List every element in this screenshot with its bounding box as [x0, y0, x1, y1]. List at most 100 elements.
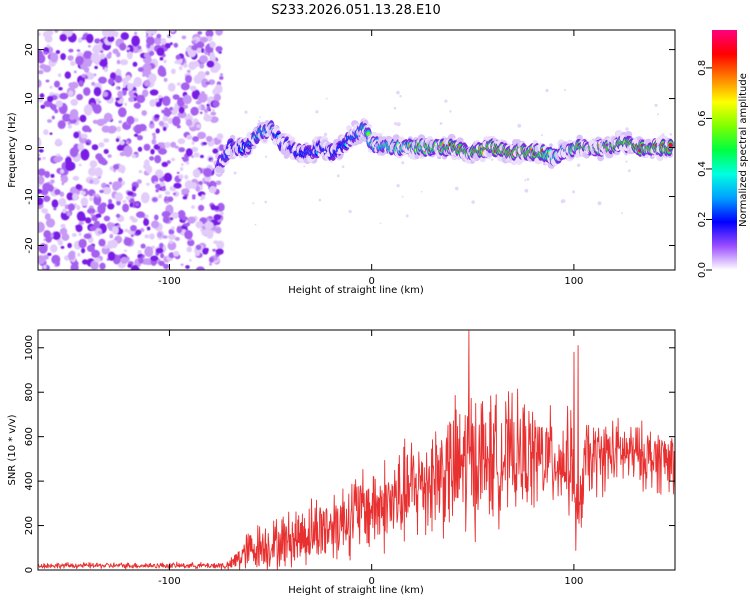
heatmap-cell: [212, 248, 216, 252]
heatmap-cell: [98, 76, 107, 84]
heatmap-cell: [178, 147, 186, 153]
heatmap-cell: [38, 153, 41, 157]
heatmap-cell: [191, 141, 195, 145]
heatmap-cell: [62, 208, 67, 214]
heatmap-cell: [186, 134, 193, 140]
heatmap-cell: [158, 148, 167, 155]
heatmap-cell: [141, 254, 145, 259]
heatmap-cell: [76, 205, 81, 211]
heatmap-cell: [163, 198, 168, 202]
heatmap-cell: [156, 47, 165, 56]
heatmap-cell: [597, 201, 602, 206]
heatmap-cell: [130, 225, 137, 232]
heatmap-cell: [191, 146, 199, 153]
heatmap-cell: [120, 256, 129, 264]
heatmap-cell: [192, 60, 200, 68]
heatmap-cell: [109, 181, 112, 185]
heatmap-cell: [55, 138, 62, 146]
heatmap-cell: [161, 211, 171, 218]
heatmap-cell: [149, 89, 159, 96]
heatmap-cell: [136, 94, 146, 104]
heatmap-cell: [89, 196, 94, 202]
heatmap-cell: [143, 143, 151, 151]
heatmap-cell: [167, 117, 174, 125]
heatmap-cell: [181, 188, 190, 195]
heatmap-cell: [78, 221, 84, 226]
heatmap-cell: [123, 237, 133, 246]
heatmap-cell: [210, 111, 217, 116]
heatmap-cell: [55, 260, 60, 267]
heatmap-cell: [140, 243, 146, 249]
heatmap-cell: [180, 167, 184, 171]
heatmap-cell: [149, 233, 155, 240]
heatmap-cell: [119, 43, 127, 51]
heatmap-cell: [189, 85, 197, 92]
heatmap-cell: [136, 179, 142, 184]
heatmap-cell: [158, 95, 163, 99]
heatmap-cell: [135, 229, 142, 236]
heatmap-cell: [79, 114, 87, 123]
snr-plot-area: [38, 330, 675, 570]
heatmap-cell: [49, 85, 53, 89]
heatmap-cell: [93, 86, 102, 97]
heatmap-cell: [87, 45, 91, 48]
heatmap-cell: [158, 260, 165, 266]
heatmap-cell: [152, 135, 157, 140]
heatmap-cell: [198, 204, 205, 212]
heatmap-cell: [628, 169, 631, 173]
heatmap-cell: [212, 148, 219, 154]
heatmap-cell: [115, 51, 121, 58]
heatmap-cell: [215, 227, 222, 234]
heatmap-cell: [163, 59, 167, 64]
heatmap-cell: [199, 36, 208, 43]
heatmap-cell: [186, 161, 190, 165]
heatmap-cell: [213, 93, 221, 102]
heatmap-cell: [99, 189, 104, 194]
heatmap-cell: [155, 189, 159, 193]
heatmap-cell: [197, 131, 207, 140]
x-tick-label: -100: [158, 276, 181, 287]
heatmap-cell: [96, 194, 100, 198]
heatmap-cell: [86, 142, 90, 145]
heatmap-cell: [65, 161, 75, 172]
colorbar-ticks: 0.0 0.2 0.4 0.6 0.8: [697, 60, 712, 278]
heatmap-cell: [76, 49, 81, 52]
heatmap-cell: [85, 217, 92, 224]
heatmap-cell: [38, 168, 46, 176]
colorbar-tick-label: 0.6: [697, 110, 708, 126]
heatmap-cell: [38, 79, 42, 88]
heatmap-cell: [180, 263, 184, 266]
heatmap-cell: [91, 249, 100, 258]
heatmap-cell: [97, 230, 102, 235]
heatmap-cell: [150, 255, 159, 262]
heatmap-cell: [494, 140, 498, 144]
heatmap-cell: [199, 111, 203, 115]
heatmap-cell: [171, 68, 176, 75]
heatmap-cell: [187, 216, 196, 224]
heatmap-cell: [101, 30, 109, 37]
heatmap-cell: [169, 42, 173, 46]
snr-series-line: [38, 330, 675, 570]
heatmap-cell: [98, 142, 105, 148]
heatmap-cell: [197, 71, 206, 80]
heatmap-cell: [133, 133, 139, 137]
heatmap-cell: [216, 133, 224, 140]
heatmap-cell: [244, 110, 248, 114]
heatmap-cell: [303, 165, 306, 168]
heatmap-cell: [157, 231, 163, 238]
heatmap-cell: [58, 197, 67, 207]
heatmap-cell: [318, 198, 322, 202]
heatmap-cell: [38, 69, 44, 75]
heatmap-cell: [452, 137, 456, 141]
heatmap-cell: [394, 122, 398, 126]
heatmap-cell: [127, 83, 134, 91]
heatmap-cell: [379, 222, 382, 225]
y-tick-label: 1000: [24, 335, 35, 360]
heatmap-cell: [44, 213, 51, 221]
heatmap-cell: [210, 116, 219, 123]
heatmap-cell: [621, 212, 623, 215]
heatmap-cell: [181, 216, 188, 221]
heatmap-cell: [57, 120, 66, 129]
heatmap-cell: [43, 129, 49, 136]
